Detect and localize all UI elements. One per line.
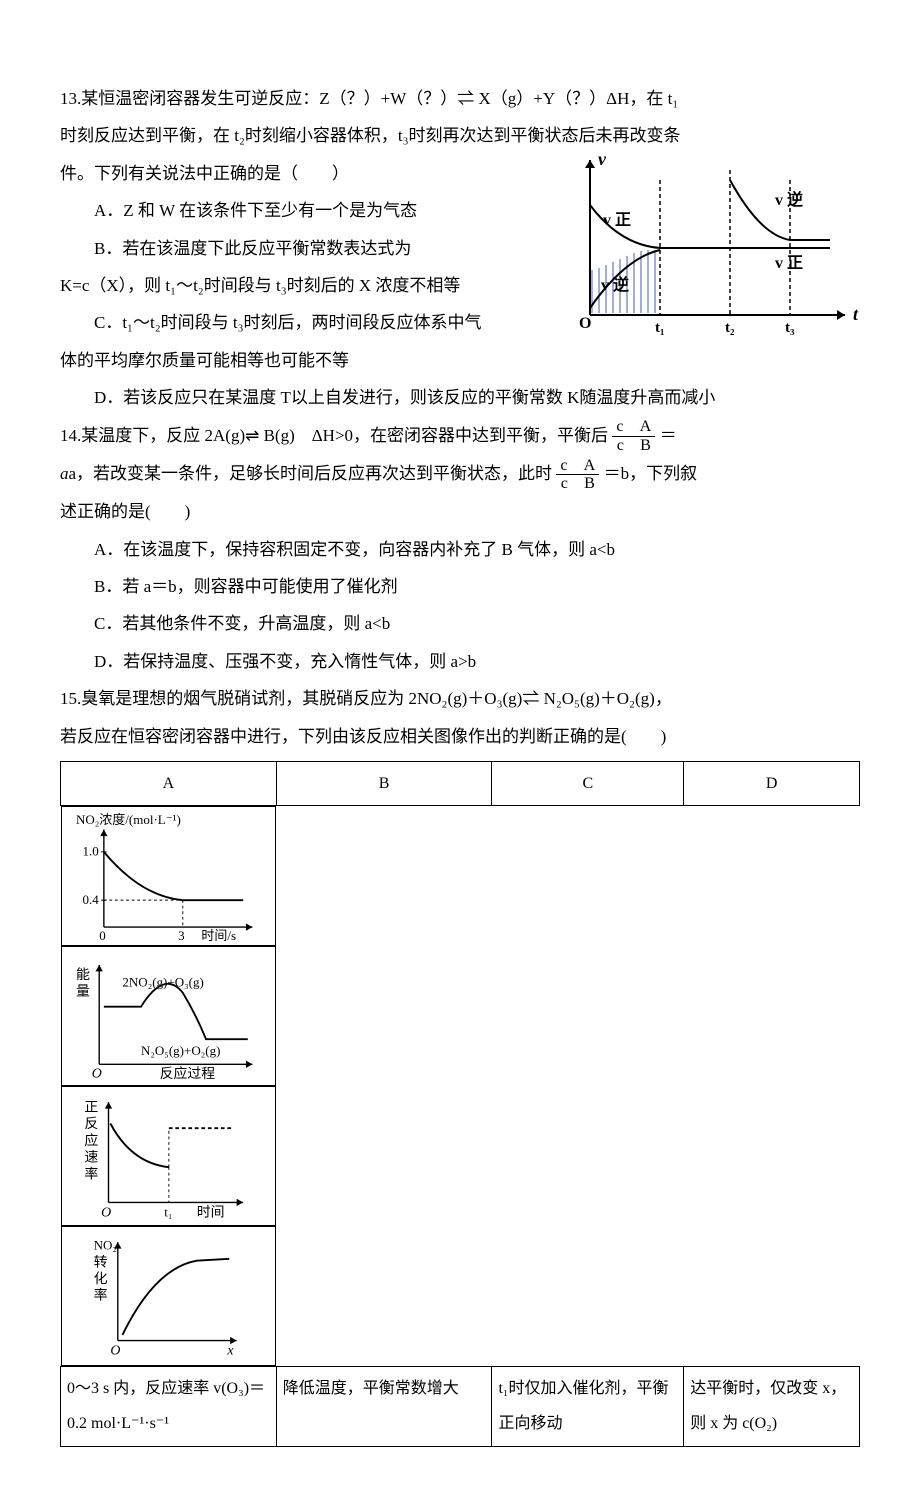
q15-desc-c: t₁时仅加入催化剂，平衡正向移动: [492, 1367, 684, 1446]
q14-opt-d: D．若保持温度、压强不变，充入惰性气体，则 a>b: [60, 643, 860, 680]
svg-text:v 逆: v 逆: [601, 275, 629, 294]
svg-text:v 正: v 正: [775, 255, 803, 272]
origin-label: O: [110, 1344, 120, 1359]
ylabel-c4: 速: [84, 1150, 98, 1166]
ylabel-d4: 率: [93, 1287, 107, 1304]
svg-text:v 正: v 正: [603, 212, 631, 229]
q14-stem-1: 14.某温度下，反应 2A(g)⇌ B(g) ΔH>0，在密闭容器中达到平衡，平…: [60, 417, 860, 455]
q15-stem-2: 若反应在恒容密闭容器中进行，下列由该反应相关图像作出的判断正确的是( ): [60, 718, 860, 755]
ylabel-c5: 率: [84, 1165, 98, 1182]
q13-opt-d: D．若该反应只在某温度 T以上自发进行，则该反应的平衡常数 K随温度升高而减小: [60, 379, 860, 416]
q15-graph-a: NO₂浓度/(mol·L⁻¹) 1.0 0.4 3 时间/s 0: [68, 811, 270, 941]
svg-text:t: t: [853, 304, 859, 324]
origin-label: O: [101, 1206, 111, 1221]
q13-opt-b-1: B．若在该温度下此反应平衡常数表达式为: [60, 230, 550, 267]
q15-desc-d: 达平衡时，仅改变 x，则 x 为 c(O₂): [684, 1367, 860, 1446]
ylabel-d1: NO₂: [93, 1238, 116, 1253]
svg-text:t₁: t₁: [164, 1205, 172, 1220]
q15-desc-a: 0～3 s 内，反应速率 v(O₃)＝0.2 mol·L⁻¹·s⁻¹: [61, 1367, 277, 1446]
table-row: A B C D: [61, 761, 860, 805]
svg-text:0.4: 0.4: [82, 892, 99, 907]
fraction-cA-cB: c A c B: [612, 418, 655, 455]
svg-text:N₂O₅(g)+O₂(g): N₂O₅(g)+O₂(g): [141, 1043, 220, 1058]
question-13: 13.某恒温密闭容器发生可逆反应：Z（？）+W（？）⇌ X（g）+Y（？）ΔH，…: [60, 80, 860, 379]
origin-label: O: [91, 1066, 101, 1081]
svg-text:1.0: 1.0: [82, 844, 98, 859]
q13-opt-b-2: K=c（X），则 t₁～t₂时间段与 t₃时刻后的 X 浓度不相等: [60, 267, 550, 304]
q13-opt-c-2: 体的平均摩尔质量可能相等也可能不等: [60, 342, 860, 379]
q14-stem-3: 述正确的是( ): [60, 493, 860, 530]
svg-text:v 逆: v 逆: [775, 190, 803, 209]
svg-text:v: v: [598, 150, 607, 169]
q13-stem-1: 13.某恒温密闭容器发生可逆反应：Z（？）+W（？）⇌ X（g）+Y（？）ΔH，…: [60, 80, 860, 117]
svg-text:2NO₂(g)+O₃(g): 2NO₂(g)+O₃(g): [122, 974, 203, 989]
ylabel-line1: 能: [76, 967, 90, 983]
svg-text:时间/s: 时间/s: [201, 928, 236, 941]
q14-opt-a: A．在该温度下，保持容积固定不变，向容器内补充了 B 气体，则 a<b: [60, 531, 860, 568]
svg-text:t₁: t₁: [655, 320, 665, 336]
q13-opt-a: A．Z 和 W 在该条件下至少有一个是为气态: [60, 192, 550, 229]
ylabel-d2: 转: [93, 1254, 107, 1270]
svg-text:时间: 时间: [196, 1205, 224, 1221]
fraction-cA-cB-2: c A c B: [556, 457, 599, 494]
ylabel-d3: 化: [93, 1271, 107, 1287]
svg-text:t₂: t₂: [725, 320, 735, 336]
ylabel-c2: 反: [84, 1116, 98, 1132]
q15-desc-b: 降低温度，平衡常数增大: [276, 1367, 492, 1446]
q15-graph-c: 正 反 应 速 率 O t₁ 时间: [68, 1091, 270, 1221]
table-row: NO₂浓度/(mol·L⁻¹) 1.0 0.4 3 时间/s 0 能 量: [61, 806, 860, 1367]
q14-opt-b: B．若 a＝b，则容器中可能使用了催化剂: [60, 568, 860, 605]
q15-graph-d: NO₂ 转 化 率 O x: [68, 1231, 270, 1361]
ylabel-c1: 正: [84, 1101, 98, 1116]
q15-header-d: D: [684, 761, 860, 805]
q15-stem-1: 15.臭氧是理想的烟气脱硝试剂，其脱硝反应为 2NO₂(g)＋O₃(g)⇌ N₂…: [60, 680, 860, 717]
q15-table: A B C D NO₂浓度/(mol·L⁻¹) 1.0 0.4 3 时间/s 0: [60, 761, 860, 1447]
q14-opt-c: C．若其他条件不变，升高温度，则 a<b: [60, 605, 860, 642]
origin-label: 0: [99, 928, 106, 941]
ylabel-c3: 应: [84, 1132, 98, 1149]
svg-text:NO₂浓度/(mol·L⁻¹): NO₂浓度/(mol·L⁻¹): [76, 812, 181, 827]
q15-header-a: A: [61, 761, 277, 805]
q15-graph-b: 能 量 O 2NO₂(g)+O₃(g) N₂O₅(g)+O₂(g) 反应过程: [68, 951, 270, 1081]
table-row: 0～3 s 内，反应速率 v(O₃)＝0.2 mol·L⁻¹·s⁻¹ 降低温度，…: [61, 1367, 860, 1446]
svg-text:反应过程: 反应过程: [159, 1065, 215, 1081]
q15-header-b: B: [276, 761, 492, 805]
svg-text:x: x: [226, 1344, 234, 1359]
svg-text:t₃: t₃: [785, 320, 795, 336]
svg-text:3: 3: [178, 928, 185, 941]
q14-stem-2: aa，若改变某一条件，足够长时间后反应再次达到平衡状态，此时 c A c B ＝…: [60, 455, 860, 493]
ylabel-line2: 量: [76, 984, 90, 1000]
q13-rate-graph: O t v t₁ t₂ t₃ v: [565, 150, 865, 340]
origin-label: O: [579, 315, 591, 332]
q15-header-c: C: [492, 761, 684, 805]
q13-opt-c-1: C．t₁～t₂时间段与 t₃时刻后，两时间段反应体系中气: [60, 304, 550, 341]
